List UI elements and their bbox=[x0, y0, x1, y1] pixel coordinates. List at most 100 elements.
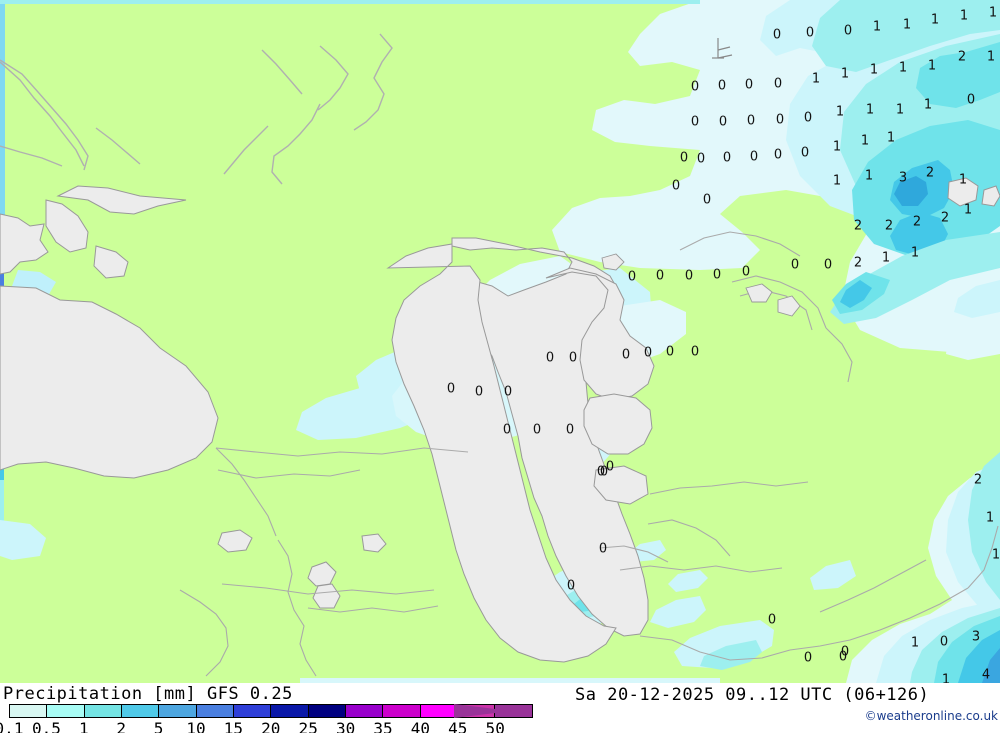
wind-barb-icon bbox=[712, 38, 733, 59]
precip-se-core3 bbox=[982, 648, 1000, 683]
color-scale-segment bbox=[195, 705, 233, 717]
border-iran-e bbox=[307, 605, 439, 613]
river-kuban bbox=[95, 127, 141, 165]
color-scale-tick: 20 bbox=[261, 719, 281, 733]
island-ne-1 bbox=[745, 283, 773, 303]
color-scale-segment bbox=[382, 705, 420, 717]
color-scale-segment bbox=[232, 705, 271, 717]
river-volga bbox=[271, 103, 321, 185]
color-scale-tick: 15 bbox=[223, 719, 244, 733]
precip-east-patch bbox=[954, 280, 1000, 318]
color-scale-bar bbox=[9, 704, 533, 718]
coast-details bbox=[601, 253, 801, 317]
color-scale-tick: 45 bbox=[448, 719, 468, 733]
color-scale-tick: 35 bbox=[373, 719, 393, 733]
precip-south-streak6 bbox=[668, 570, 708, 592]
precip-plume-east-core2 bbox=[840, 280, 872, 308]
color-scale-segment bbox=[270, 705, 308, 717]
river-don-2 bbox=[317, 45, 349, 111]
color-scale-tick: 1 bbox=[78, 719, 89, 733]
color-scale-tick: 10 bbox=[186, 719, 206, 733]
border-uz bbox=[649, 481, 809, 495]
water-bodies bbox=[0, 177, 1000, 663]
border-turkey-north bbox=[221, 583, 435, 595]
color-scale-segment bbox=[419, 705, 457, 717]
lake-ne2 bbox=[981, 185, 1000, 207]
precip-north-edge bbox=[0, 0, 700, 4]
forecast-timestamp: Sa 20-12-2025 09..12 UTC (06+126) bbox=[575, 685, 930, 705]
color-scale-segment bbox=[158, 705, 196, 717]
color-scale-segment bbox=[46, 705, 84, 717]
legend-title: Precipitation [mm] GFS 0.25 bbox=[3, 684, 293, 704]
color-scale-tick: 25 bbox=[298, 719, 318, 733]
precip-se-band2 bbox=[968, 452, 1000, 600]
precip-west-edge5 bbox=[0, 480, 4, 540]
crimea bbox=[56, 185, 187, 215]
border-turkey-south bbox=[179, 589, 229, 677]
color-scale-tick: 2 bbox=[116, 719, 127, 733]
color-scale-tick: 40 bbox=[410, 719, 431, 733]
color-scale-segment bbox=[344, 705, 383, 717]
lake-4 bbox=[361, 533, 387, 553]
lake-3 bbox=[312, 583, 341, 609]
black-sea bbox=[0, 213, 49, 275]
river-don bbox=[353, 33, 393, 131]
color-scale-segment bbox=[10, 705, 47, 717]
kara-bogaz-bay bbox=[583, 393, 653, 455]
color-scale-segment bbox=[83, 705, 121, 717]
color-scale-segment bbox=[307, 705, 345, 717]
color-scale-segment bbox=[120, 705, 159, 717]
coast-nub-1 bbox=[601, 253, 625, 271]
precip-east-patch2 bbox=[946, 320, 1000, 360]
azov-sea bbox=[45, 199, 89, 253]
border-caucasus bbox=[215, 447, 277, 537]
border-ne2 bbox=[825, 327, 853, 383]
legend-panel: Precipitation [mm] GFS 0.25 Sa 20-12-202… bbox=[0, 683, 1000, 733]
border-uz2 bbox=[619, 565, 783, 573]
precip-band-1-ne bbox=[812, 0, 1000, 72]
precip-south-streak3 bbox=[650, 596, 706, 628]
black-sea-main bbox=[0, 285, 219, 479]
lake-1 bbox=[217, 529, 253, 553]
border-kz-ru bbox=[215, 447, 469, 457]
precip-south-streak5 bbox=[810, 560, 856, 590]
precip-bottom-strip bbox=[300, 678, 720, 683]
border-mid-right bbox=[819, 559, 927, 613]
island-ne-2 bbox=[777, 295, 801, 317]
precip-sw-patch bbox=[0, 520, 46, 560]
precip-west-edge bbox=[0, 0, 5, 230]
color-scale-tick: 30 bbox=[335, 719, 356, 733]
border-af-e bbox=[967, 525, 999, 589]
lake-ne bbox=[947, 177, 979, 207]
border-iran-se bbox=[639, 635, 791, 661]
color-scale-tick: 0.5 bbox=[31, 719, 61, 733]
border-tm-af bbox=[789, 587, 969, 651]
lake-sw-corner bbox=[593, 465, 649, 505]
color-scale-tick: 50 bbox=[485, 719, 505, 733]
river-terek bbox=[0, 145, 63, 167]
copyright-credit: ©weatheronline.co.uk bbox=[864, 709, 998, 723]
river-dnieper bbox=[0, 59, 89, 171]
color-scale-tick: 5 bbox=[153, 719, 164, 733]
color-scale-tick: 0.1 bbox=[0, 719, 24, 733]
borders bbox=[179, 231, 999, 677]
river-dnieper-2 bbox=[0, 61, 85, 167]
border-ne bbox=[731, 275, 827, 329]
precip-band-2-upper bbox=[916, 42, 1000, 108]
caspian-nw-coast bbox=[386, 243, 617, 663]
border-se-low2 bbox=[647, 519, 731, 557]
rivers bbox=[0, 33, 393, 185]
border-kz-mid bbox=[217, 469, 361, 479]
azov-sea2 bbox=[93, 245, 129, 279]
border-north-ru bbox=[679, 231, 801, 257]
color-scale-overflow-arrow bbox=[454, 704, 512, 718]
border-iran-n bbox=[277, 539, 317, 677]
border-se-low bbox=[599, 545, 669, 563]
precip-band-3-darkest bbox=[894, 176, 928, 206]
river-ural bbox=[261, 49, 303, 95]
river-volga2 bbox=[223, 125, 269, 175]
